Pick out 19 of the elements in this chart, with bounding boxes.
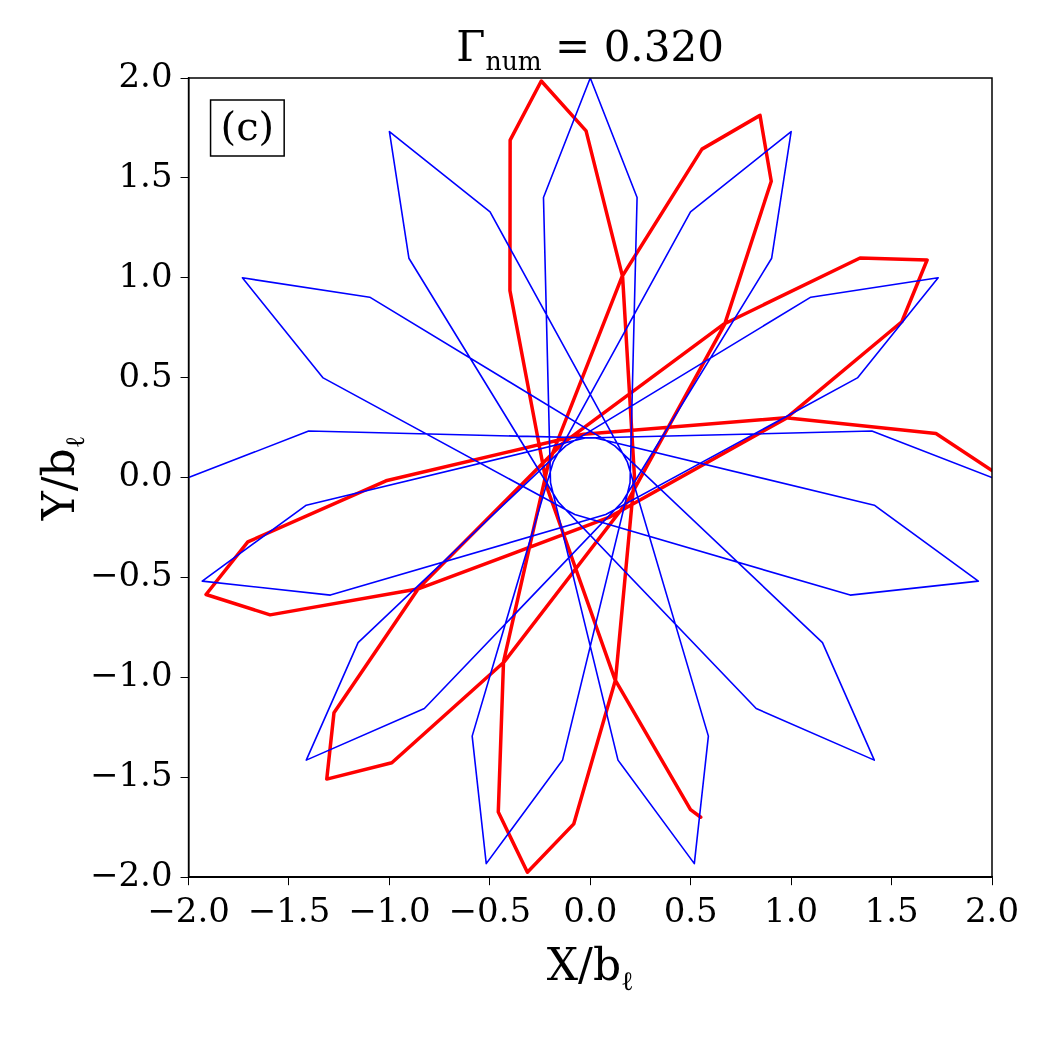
x-tick-label: −0.5 (448, 890, 532, 931)
y-tick-label: 1.0 (118, 254, 173, 295)
y-tick-label: 2.0 (118, 54, 173, 95)
x-tick-label: 0.0 (563, 890, 618, 931)
y-tick-label: −1.0 (90, 654, 173, 695)
annotation: (c) (220, 103, 275, 150)
x-tick-label: −1.0 (348, 890, 431, 931)
x-tick-label: −1.5 (247, 890, 331, 931)
chart-title: Γ$_{num}$ = 0.320 (456, 22, 724, 77)
x-tick-label: 1.0 (764, 890, 819, 931)
y-tick-label: −1.5 (90, 754, 173, 795)
y-tick-label: −0.5 (90, 554, 173, 595)
x-tick-label: 0.5 (663, 890, 718, 931)
x-axis-title: X/b$_{ℓ}$ (546, 939, 634, 997)
y-tick-label: 0.5 (118, 354, 173, 395)
x-tick-label: 2.0 (964, 890, 1020, 931)
y-tick-label: 1.5 (118, 154, 173, 195)
x-tick-label: 1.5 (864, 890, 919, 931)
y-tick-label: 0.0 (118, 454, 173, 495)
